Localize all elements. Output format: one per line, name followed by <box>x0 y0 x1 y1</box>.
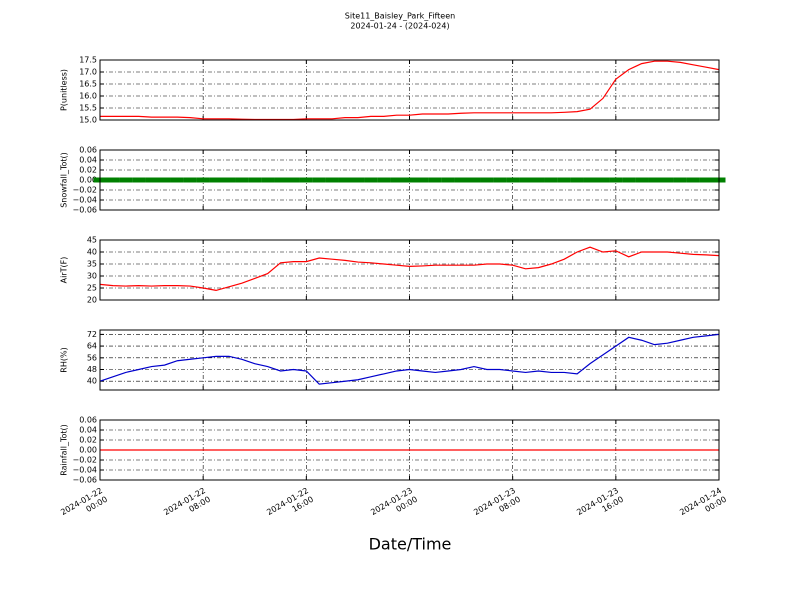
data-point <box>132 177 146 183</box>
y-axis-label: AirT(F) <box>60 257 69 284</box>
y-tick-label: 16.5 <box>79 80 97 89</box>
data-point <box>635 177 649 183</box>
y-tick-label: 0.00 <box>79 446 97 455</box>
data-point <box>145 177 159 183</box>
plot-frame <box>99 149 720 211</box>
chart-title: Site11_Baisley_Park_Fifteen <box>345 12 455 21</box>
y-tick-label: 35 <box>87 260 97 269</box>
y-tick-label: 40 <box>87 377 97 386</box>
y-tick-label: 0.04 <box>79 156 97 165</box>
data-point <box>609 177 623 183</box>
data-point <box>261 177 275 183</box>
data-point <box>531 177 545 183</box>
data-point <box>196 177 210 183</box>
data-point <box>570 177 584 183</box>
data-point <box>312 177 326 183</box>
data-point <box>519 177 533 183</box>
data-point <box>673 177 687 183</box>
y-tick-label: 0.06 <box>79 146 97 155</box>
data-point <box>467 177 481 183</box>
y-tick-label: −0.04 <box>72 466 97 475</box>
data-point <box>699 177 713 183</box>
data-point <box>274 177 288 183</box>
y-tick-label: −0.04 <box>72 196 97 205</box>
data-point <box>157 177 171 183</box>
y-axis-label: Rainfall_Tot() <box>60 424 69 476</box>
x-axis-label: Date/Time <box>369 535 452 554</box>
y-tick-label: 17.0 <box>79 68 97 77</box>
data-point <box>686 177 700 183</box>
data-point <box>248 177 262 183</box>
y-axis-label: P(unitless) <box>60 69 69 111</box>
data-point <box>480 177 494 183</box>
data-point <box>415 177 429 183</box>
plot-frame <box>99 329 720 391</box>
data-point <box>390 177 404 183</box>
data-point <box>119 177 133 183</box>
y-tick-label: 64 <box>87 342 97 351</box>
data-point <box>648 177 662 183</box>
y-tick-label: 17.5 <box>79 56 97 65</box>
y-tick-label: −0.02 <box>72 456 97 465</box>
y-axis-label: RH(%) <box>60 347 69 372</box>
data-point <box>183 177 197 183</box>
data-point <box>622 177 636 183</box>
y-tick-label: 16.0 <box>79 92 97 101</box>
y-tick-label: 0.00 <box>79 176 97 185</box>
data-point <box>325 177 339 183</box>
data-line <box>99 333 720 385</box>
data-point <box>338 177 352 183</box>
data-point <box>377 177 391 183</box>
y-tick-label: 48 <box>87 365 97 374</box>
y-tick-label: 72 <box>87 330 97 339</box>
y-tick-label: 25 <box>87 284 97 293</box>
y-tick-label: −0.06 <box>72 206 97 215</box>
data-point <box>170 177 184 183</box>
data-point <box>403 177 416 183</box>
y-tick-label: 56 <box>87 353 97 362</box>
data-point <box>286 177 300 183</box>
data-point <box>660 177 674 183</box>
data-point <box>596 177 610 183</box>
data-point <box>106 177 120 183</box>
plot-frame <box>99 239 720 301</box>
y-tick-label: 15.5 <box>79 104 97 113</box>
y-tick-label: 15.0 <box>79 116 97 125</box>
data-point <box>441 177 455 183</box>
y-tick-label: 0.02 <box>79 166 97 175</box>
y-tick-label: −0.02 <box>72 186 97 195</box>
data-point <box>428 177 442 183</box>
y-tick-label: 45 <box>87 236 97 245</box>
plot-frame <box>99 59 720 121</box>
data-point <box>583 177 597 183</box>
data-point <box>364 177 378 183</box>
y-tick-label: 40 <box>87 248 97 257</box>
y-tick-label: −0.06 <box>72 476 97 485</box>
data-point <box>209 177 223 183</box>
data-point <box>544 177 558 183</box>
data-point <box>222 177 236 183</box>
y-axis-label: Snowfall_Tot() <box>60 152 69 208</box>
data-line <box>100 60 720 121</box>
y-tick-label: 0.06 <box>79 416 97 425</box>
data-point <box>493 177 507 183</box>
data-point <box>506 177 520 183</box>
data-point <box>351 177 365 183</box>
y-tick-label: 20 <box>87 296 97 305</box>
data-line <box>99 246 720 292</box>
data-point <box>557 177 571 183</box>
y-tick-label: 30 <box>87 272 97 281</box>
y-tick-label: 0.02 <box>79 436 97 445</box>
chart-subtitle: 2024-01-24 - (2024-024) <box>350 22 449 31</box>
data-point <box>299 177 313 183</box>
data-point <box>235 177 249 183</box>
y-tick-label: 0.04 <box>79 426 97 435</box>
data-point <box>454 177 468 183</box>
plot-frame <box>99 419 720 481</box>
